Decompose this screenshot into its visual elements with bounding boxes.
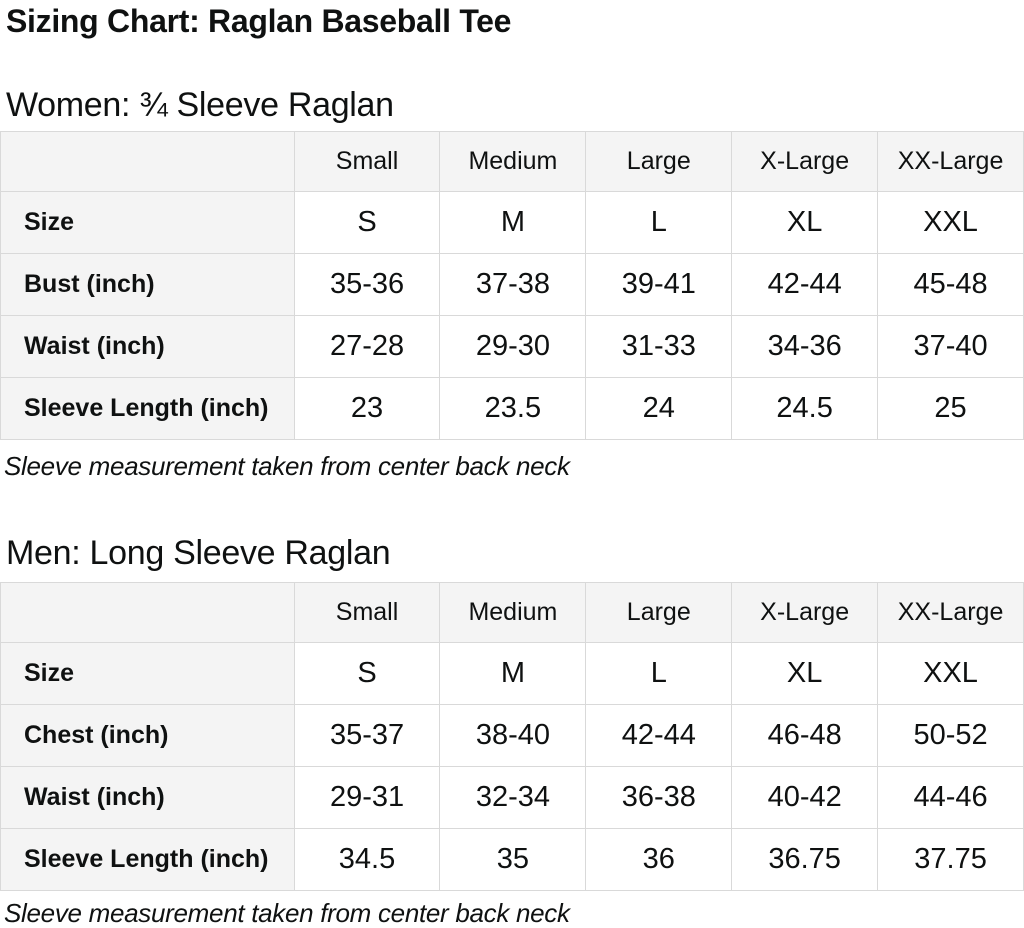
row-label: Chest (inch) — [0, 704, 295, 767]
table-row-chest: Chest (inch) 35-37 38-40 42-44 46-48 50-… — [0, 704, 1024, 767]
page-title: Sizing Chart: Raglan Baseball Tee — [6, 3, 512, 39]
corner-cell — [0, 582, 295, 643]
section-women: Women: ¾ Sleeve Raglan Small Medium Larg… — [0, 85, 1024, 481]
data-cell: XL — [731, 191, 879, 254]
men-section-heading: Men: Long Sleeve Raglan — [6, 534, 391, 572]
section-men: Men: Long Sleeve Raglan Small Medium Lar… — [0, 533, 1024, 928]
row-label: Waist (inch) — [0, 315, 295, 378]
data-cell: 38-40 — [439, 704, 587, 767]
data-cell: 23 — [293, 377, 441, 440]
table-row-bust: Bust (inch) 35-36 37-38 39-41 42-44 45-4… — [0, 253, 1024, 316]
column-header-small: Small — [293, 131, 441, 192]
row-label: Bust (inch) — [0, 253, 295, 316]
column-header-medium: Medium — [439, 131, 587, 192]
data-cell: M — [439, 191, 587, 254]
data-cell: 45-48 — [877, 253, 1024, 316]
data-cell: 34-36 — [731, 315, 879, 378]
column-header-x-large: X-Large — [731, 582, 879, 643]
row-label: Waist (inch) — [0, 766, 295, 829]
table-row-size: Size S M L XL XXL — [0, 191, 1024, 254]
data-cell: 24 — [585, 377, 733, 440]
data-cell: L — [585, 642, 733, 705]
table-row-size: Size S M L XL XXL — [0, 642, 1024, 705]
row-label: Size — [0, 191, 295, 254]
data-cell: S — [293, 642, 441, 705]
data-cell: 37-40 — [877, 315, 1024, 378]
data-cell: 29-31 — [293, 766, 441, 829]
column-header-small: Small — [293, 582, 441, 643]
data-cell: 27-28 — [293, 315, 441, 378]
data-cell: 46-48 — [731, 704, 879, 767]
column-header-x-large: X-Large — [731, 131, 879, 192]
data-cell: XXL — [877, 642, 1024, 705]
data-cell: M — [439, 642, 587, 705]
row-label: Sleeve Length (inch) — [0, 828, 295, 891]
women-table-note: Sleeve measurement taken from center bac… — [4, 451, 570, 481]
data-cell: 34.5 — [293, 828, 441, 891]
data-cell: S — [293, 191, 441, 254]
table-row-sleeve-length: Sleeve Length (inch) 34.5 35 36 36.75 37… — [0, 828, 1024, 891]
data-cell: XXL — [877, 191, 1024, 254]
row-label: Size — [0, 642, 295, 705]
data-cell: 32-34 — [439, 766, 587, 829]
table-row-sleeve-length: Sleeve Length (inch) 23 23.5 24 24.5 25 — [0, 377, 1024, 440]
data-cell: 36.75 — [731, 828, 879, 891]
data-cell: 25 — [877, 377, 1024, 440]
men-sizing-table: Small Medium Large X-Large XX-Large Size… — [0, 582, 1024, 891]
data-cell: 44-46 — [877, 766, 1024, 829]
data-cell: 42-44 — [585, 704, 733, 767]
data-cell: 35 — [439, 828, 587, 891]
data-cell: 36-38 — [585, 766, 733, 829]
column-header-large: Large — [585, 582, 733, 643]
table-header-row: Small Medium Large X-Large XX-Large — [0, 131, 1024, 192]
data-cell: 37.75 — [877, 828, 1024, 891]
data-cell: 50-52 — [877, 704, 1024, 767]
data-cell: 23.5 — [439, 377, 587, 440]
data-cell: 24.5 — [731, 377, 879, 440]
column-header-medium: Medium — [439, 582, 587, 643]
corner-cell — [0, 131, 295, 192]
data-cell: 35-36 — [293, 253, 441, 316]
data-cell: XL — [731, 642, 879, 705]
data-cell: 39-41 — [585, 253, 733, 316]
row-label: Sleeve Length (inch) — [0, 377, 295, 440]
table-row-waist: Waist (inch) 29-31 32-34 36-38 40-42 44-… — [0, 766, 1024, 829]
data-cell: 29-30 — [439, 315, 587, 378]
data-cell: 42-44 — [731, 253, 879, 316]
data-cell: 40-42 — [731, 766, 879, 829]
women-sizing-table: Small Medium Large X-Large XX-Large Size… — [0, 131, 1024, 440]
column-header-xx-large: XX-Large — [877, 131, 1024, 192]
table-header-row: Small Medium Large X-Large XX-Large — [0, 582, 1024, 643]
data-cell: 36 — [585, 828, 733, 891]
data-cell: 35-37 — [293, 704, 441, 767]
men-table-note: Sleeve measurement taken from center bac… — [4, 898, 570, 928]
women-section-heading: Women: ¾ Sleeve Raglan — [6, 86, 394, 124]
column-header-large: Large — [585, 131, 733, 192]
data-cell: 37-38 — [439, 253, 587, 316]
data-cell: 31-33 — [585, 315, 733, 378]
table-row-waist: Waist (inch) 27-28 29-30 31-33 34-36 37-… — [0, 315, 1024, 378]
column-header-xx-large: XX-Large — [877, 582, 1024, 643]
data-cell: L — [585, 191, 733, 254]
